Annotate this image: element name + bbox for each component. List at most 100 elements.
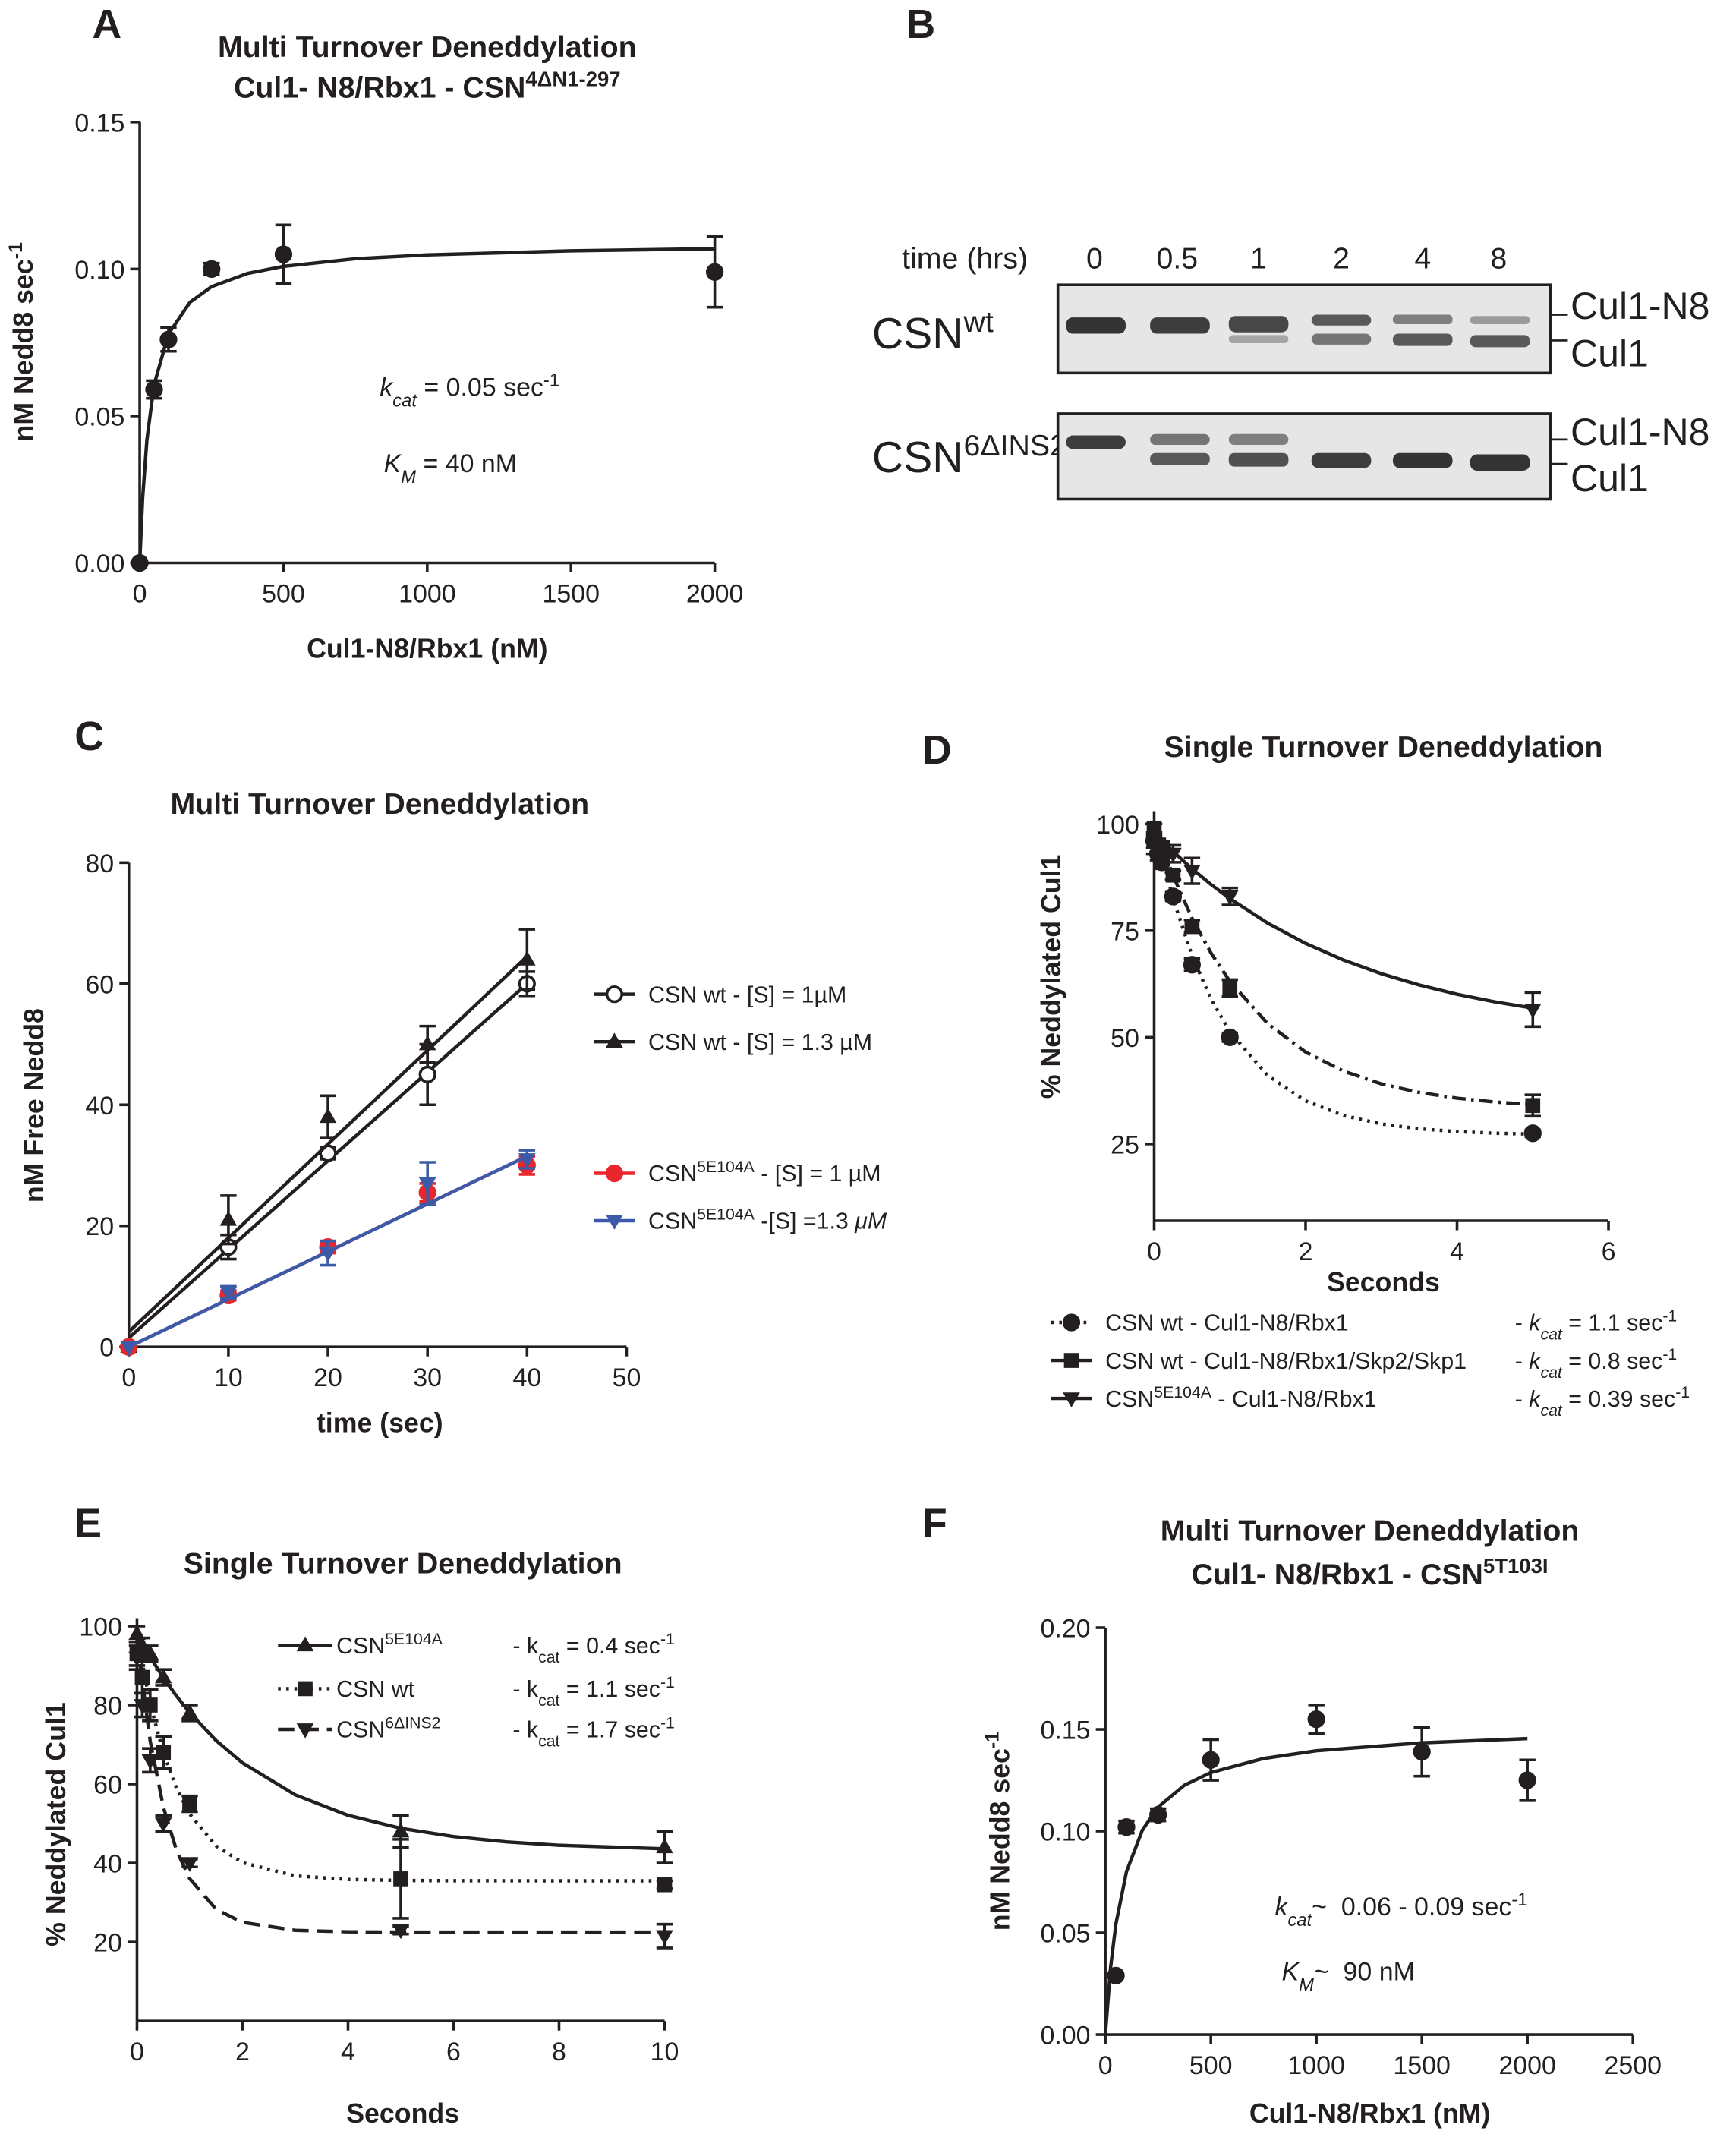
chart-title: Single Turnover Deneddylation [1164,730,1602,764]
text-run: Cul1- N8/Rbx1 - CSN [1192,1558,1483,1591]
y-tick-label: 0 [99,1334,114,1363]
y-axis-label: nM Nedd8 sec-1 [5,242,39,442]
text-run: CSN wt - Cul1-N8/Rbx1 [1105,1311,1349,1336]
legend-marker [298,1681,313,1697]
text-run: cat [1540,1401,1562,1420]
x-tick-label: 2500 [1604,2051,1662,2080]
panel-letter: E [74,1500,102,1546]
y-axis-label: % Neddylated Cul1 [41,1702,71,1946]
y-tick-label: 60 [85,970,114,999]
lane-label: 8 [1490,242,1507,276]
gel-box [1056,283,1552,375]
marker [219,1210,238,1226]
text-run: cat [1287,1909,1312,1930]
marker [319,1247,337,1262]
y-tick-label: 80 [85,850,114,878]
text-run: = 40 nM [416,449,517,478]
legend-label: CSN5E104A - [S] = 1 µM [648,1158,881,1187]
marker [145,380,163,399]
marker [1222,980,1238,996]
rate-label: - kcat = 1.1 sec-1 [1515,1307,1677,1344]
marker [128,1625,146,1641]
row-label: CSNwt [872,305,994,358]
y-tick-label: 25 [1111,1130,1139,1159]
fit-curve [137,247,715,563]
text-run: = 1.7 sec [559,1718,660,1743]
marker [656,1930,673,1946]
text-run: 5E104A [1154,1383,1211,1401]
rate-label: - kcat = 0.4 sec-1 [512,1630,674,1666]
marker [181,1704,199,1719]
x-tick-label: 2 [1299,1237,1313,1266]
legend-label: CSN wt - Cul1-N8/Rbx1/Skp2/Skp1 [1105,1349,1467,1374]
legend-marker [1063,1392,1080,1407]
marker [1525,1098,1541,1114]
marker [134,1699,151,1714]
y-tick-label: 40 [85,1092,114,1121]
text-run: k [1529,1349,1542,1374]
x-tick-label: 10 [651,2038,679,2066]
fit-curve [1152,831,1533,1010]
x-tick-label: 6 [1602,1237,1616,1266]
marker [131,553,149,572]
marker [1145,839,1163,855]
x-tick-label: 0 [1098,2051,1113,2080]
text-run: cat [1540,1325,1562,1344]
marker [159,330,178,348]
x-tick-label: 1000 [1287,2051,1345,2080]
lane-label: 2 [1333,242,1350,276]
marker [219,1286,238,1302]
marker [154,1668,172,1684]
x-tick-label: 30 [413,1363,442,1392]
fit-curve [1103,1736,1528,2035]
chart-subtitle: Cul1- N8/Rbx1 - CSN5T103I [1192,1553,1549,1591]
legend-label: CSN5E104A [336,1630,443,1659]
marker [393,1871,408,1887]
text-run: 5T103I [1483,1553,1549,1577]
marker [141,1754,159,1770]
rate-label: - kcat = 0.39 sec-1 [1515,1383,1690,1420]
marker [1413,1742,1431,1761]
text-run: - k [512,1677,539,1702]
x-axis-label: Seconds [1327,1267,1440,1297]
lane-label: 0 [1086,242,1103,276]
legend-marker [296,1636,314,1652]
x-axis-label: Seconds [346,2098,459,2129]
gel-bands [1066,314,1530,471]
marker [518,950,536,966]
x-tick-label: 1500 [1393,2051,1451,2080]
marker [1221,890,1239,906]
marker [1164,847,1182,863]
panel-letter: D [922,727,952,773]
lane-label: 1 [1250,242,1267,276]
marker [1518,1771,1536,1789]
text-run: -[S] =1.3 [755,1209,855,1234]
text-run: CSN [648,1209,697,1234]
y-tick-label: 0.05 [1040,1920,1090,1949]
x-tick-label: 2 [235,2038,250,2066]
text-run: -1 [1662,1307,1677,1325]
text-run: CSN [872,310,964,358]
x-tick-label: 1500 [542,579,599,608]
band-label: Cul1 [1571,332,1649,374]
annotation: kcat = 0.05 sec-1 [380,370,559,411]
panel-letter: C [74,714,104,759]
text-run: CSN [336,1634,385,1659]
marker [1149,1805,1167,1824]
rate-label: - kcat = 1.7 sec-1 [512,1714,674,1751]
marker [1153,843,1170,859]
annotation: kcat~ 0.06 - 0.09 sec-1 [1275,1889,1528,1930]
text-run: = 0.4 sec [559,1634,660,1659]
x-tick-label: 2000 [686,579,744,608]
legend-marker [1063,1353,1079,1368]
text-run: Cul1- N8/Rbx1 - CSN [234,71,525,105]
text-run: k [1529,1311,1542,1336]
marker [656,1838,673,1854]
text-run: - [1515,1311,1530,1336]
panel-letter: B [906,2,936,47]
legend-marker [296,1723,314,1738]
text-run: = 0.8 sec [1562,1349,1662,1374]
marker [156,1745,172,1760]
legend-marker [605,1164,624,1183]
